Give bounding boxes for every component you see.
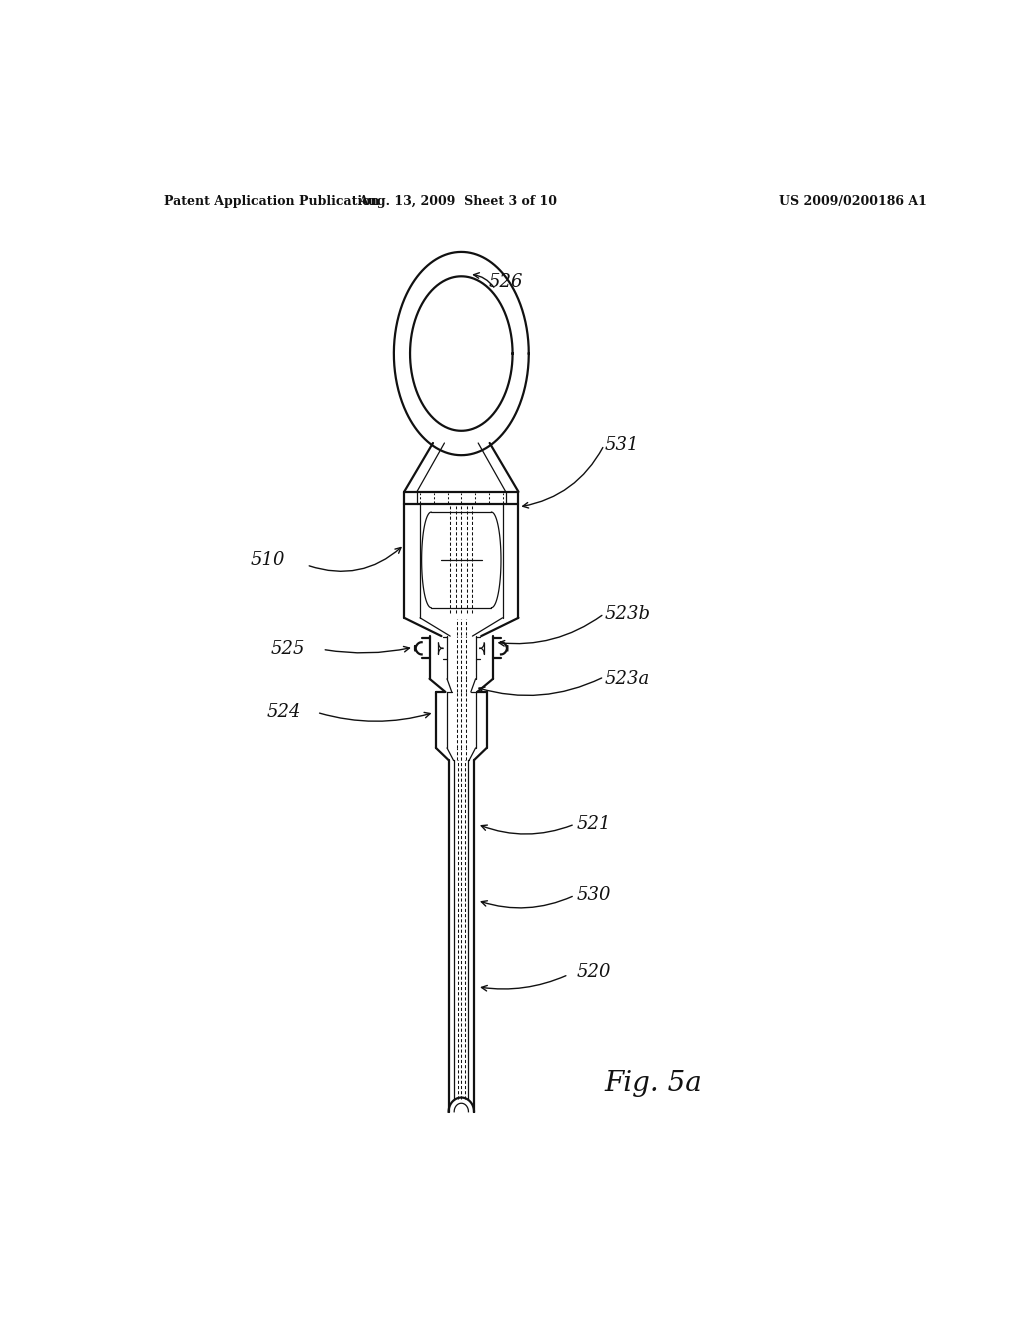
Text: 531: 531 xyxy=(604,436,639,454)
Text: 526: 526 xyxy=(489,273,523,292)
Text: 523a: 523a xyxy=(604,669,649,688)
Text: US 2009/0200186 A1: US 2009/0200186 A1 xyxy=(778,195,927,209)
Text: 523b: 523b xyxy=(604,605,650,623)
Text: Aug. 13, 2009  Sheet 3 of 10: Aug. 13, 2009 Sheet 3 of 10 xyxy=(357,195,557,209)
Text: 521: 521 xyxy=(577,816,611,833)
Text: Patent Application Publication: Patent Application Publication xyxy=(164,195,379,209)
Text: 520: 520 xyxy=(577,962,611,981)
Text: 525: 525 xyxy=(270,640,305,659)
Text: 524: 524 xyxy=(267,704,301,721)
Text: Fig. 5a: Fig. 5a xyxy=(604,1069,701,1097)
Text: 530: 530 xyxy=(577,886,611,904)
Text: 510: 510 xyxy=(251,550,286,569)
